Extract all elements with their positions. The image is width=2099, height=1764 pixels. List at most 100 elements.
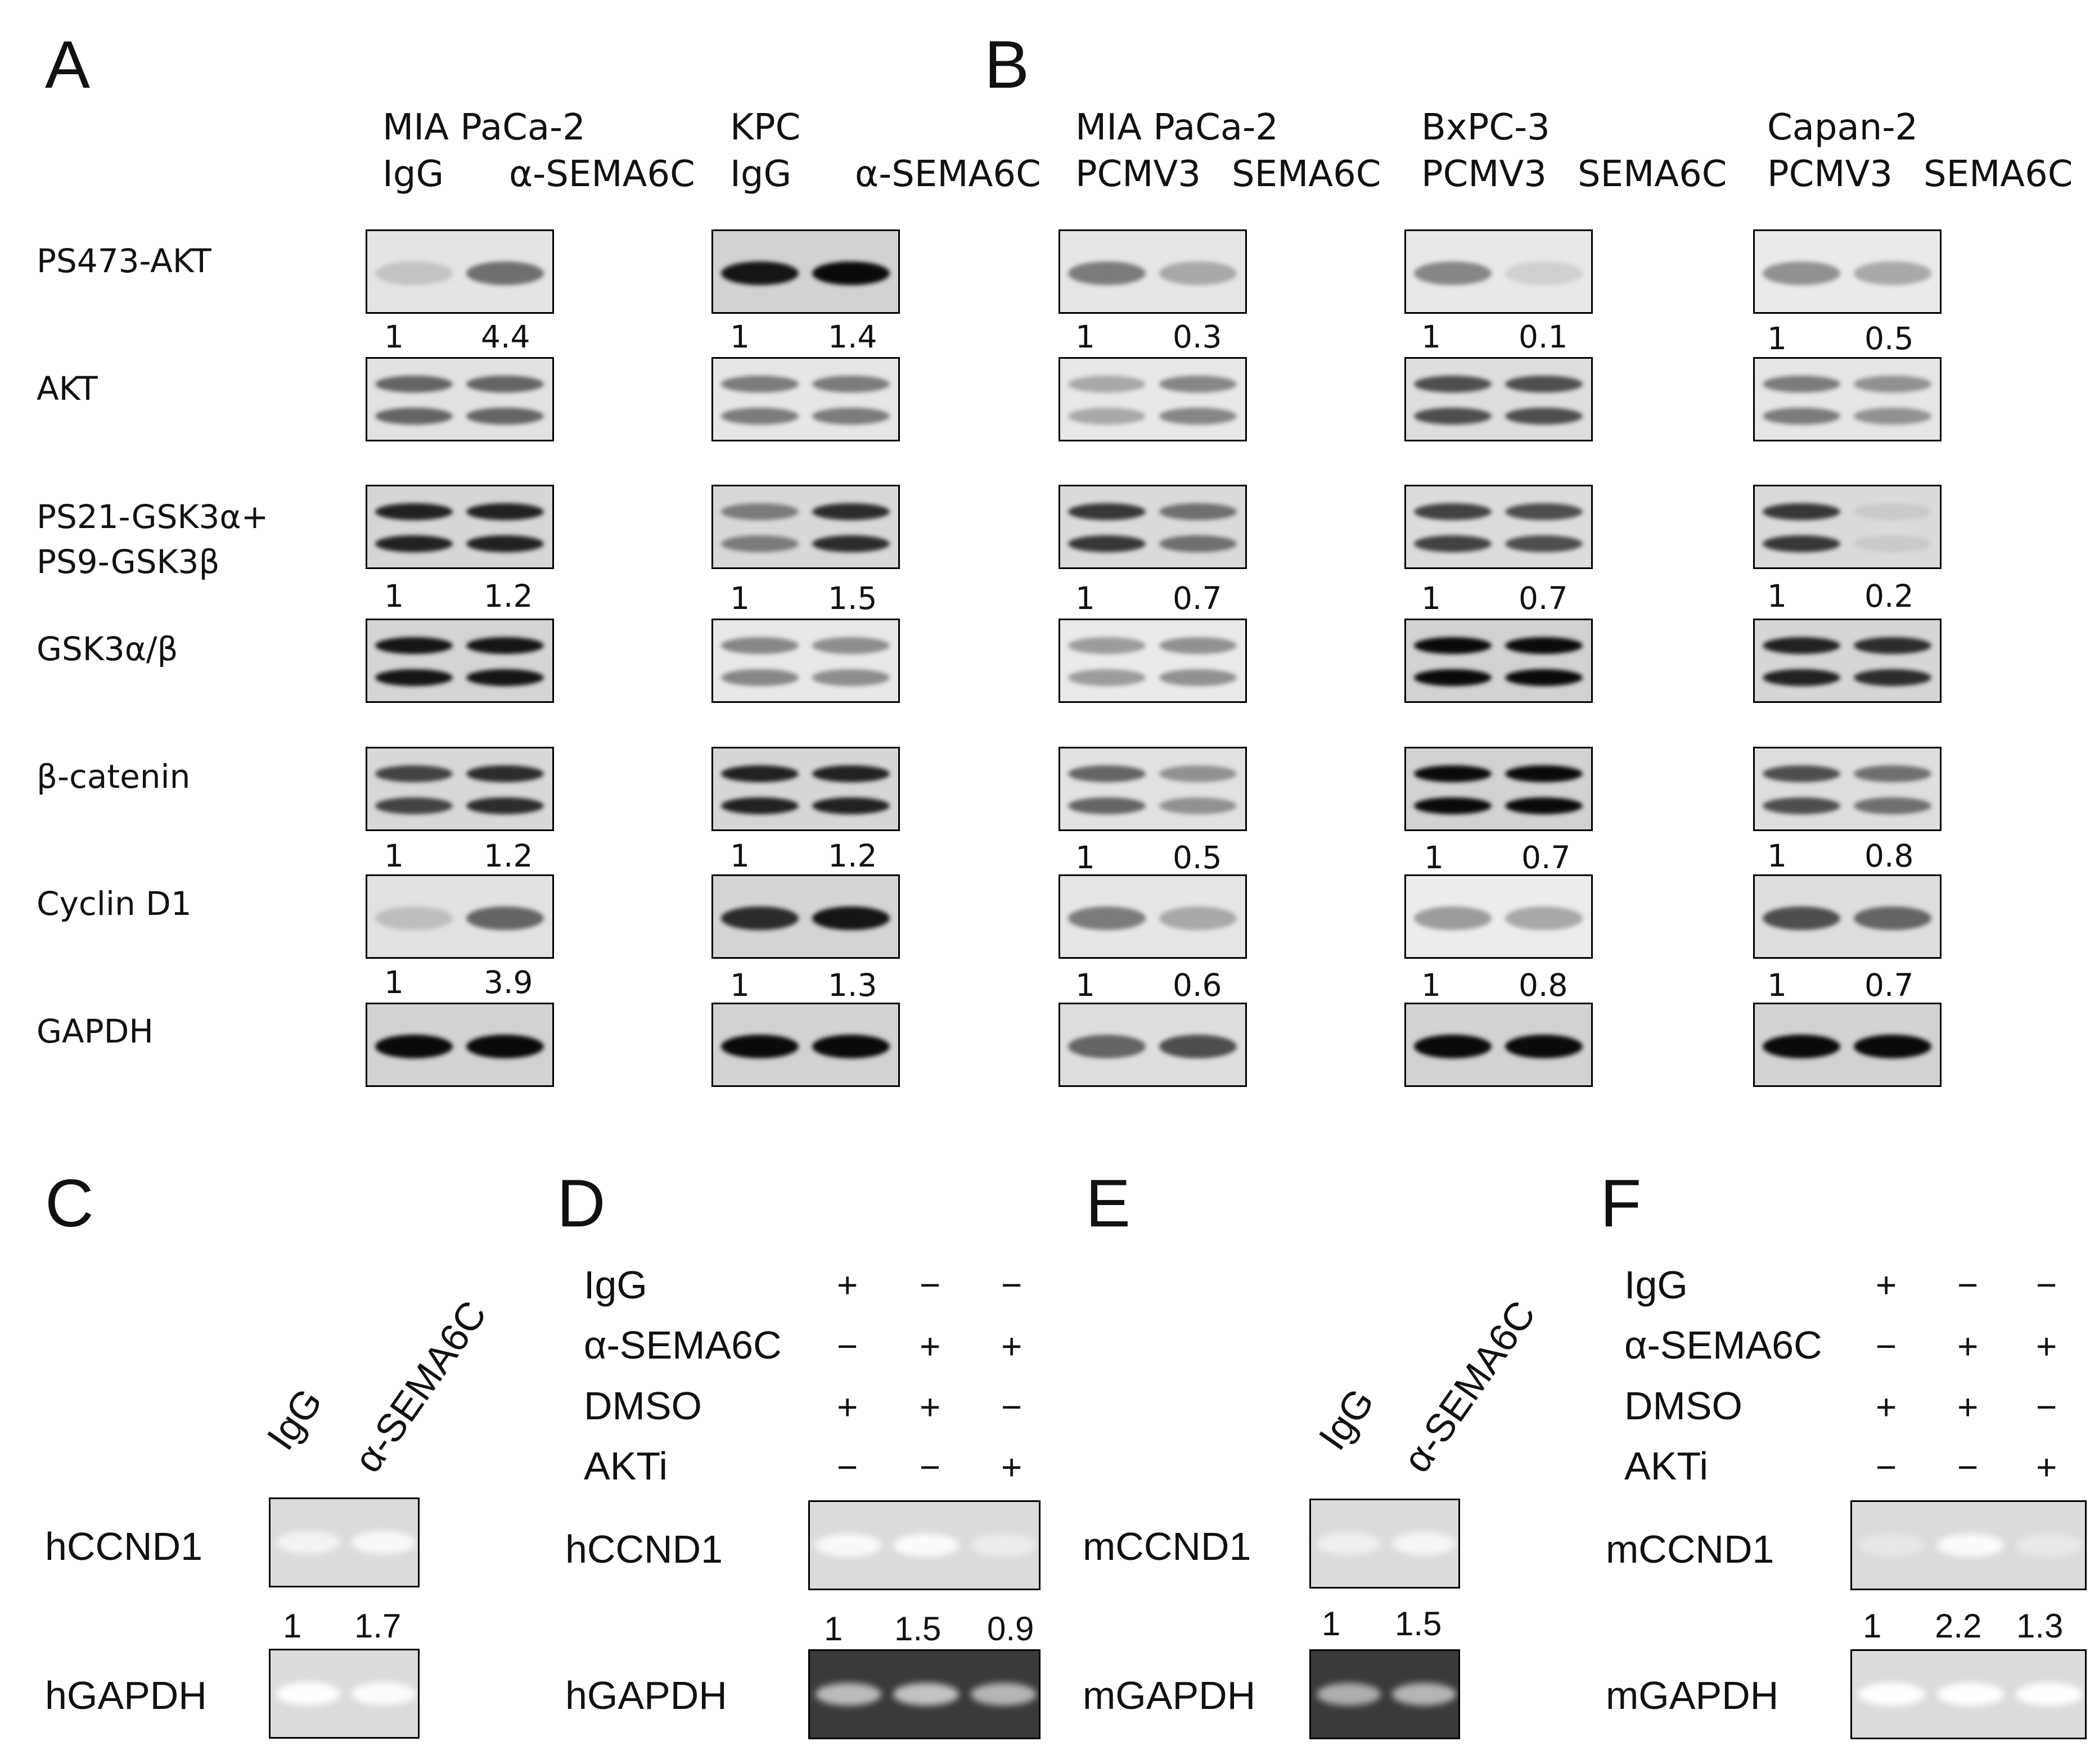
band	[816, 1533, 882, 1557]
panel-d-sign-3-2: +	[1001, 1447, 1023, 1487]
band	[1068, 765, 1146, 782]
band	[721, 765, 799, 782]
band	[1763, 408, 1840, 425]
band	[375, 261, 453, 285]
band	[721, 797, 799, 814]
band	[1763, 765, 1840, 782]
band	[466, 376, 544, 392]
quant-r5-capan2-1: 1	[1767, 838, 1787, 874]
panel-e-quant-1: 1	[1322, 1605, 1341, 1643]
panel-f-sign-2-1: +	[1957, 1387, 1979, 1427]
band	[375, 906, 453, 930]
panel-f-sign-1-2: +	[2036, 1326, 2057, 1366]
quant-r3-capan2-2: 0.2	[1864, 578, 1914, 614]
band	[812, 765, 890, 782]
band	[1854, 906, 1931, 930]
panel-f-cond-akti: AKTi	[1624, 1444, 1709, 1488]
band	[1505, 1035, 1583, 1058]
band	[1159, 906, 1237, 930]
band	[1936, 1682, 2004, 1706]
band	[721, 376, 799, 392]
band	[1936, 1533, 2004, 1557]
band	[375, 1035, 453, 1058]
gel-e-target	[1309, 1499, 1460, 1589]
panel-d-sign-1-0: −	[837, 1326, 858, 1366]
band	[812, 669, 890, 686]
band	[1854, 503, 1931, 520]
header-capan2-pcmv3: PCMV3	[1767, 154, 1893, 195]
quant-r3-kpc-1: 1	[730, 580, 750, 616]
band	[1414, 261, 1492, 285]
quant-r3-mia-a-1: 1	[384, 578, 404, 614]
blot-r3-mia-paca2-b	[1058, 485, 1247, 569]
band	[1159, 637, 1237, 654]
band	[1858, 1533, 1925, 1557]
band	[352, 1682, 416, 1705]
band	[1068, 906, 1146, 930]
band	[1068, 503, 1146, 520]
band	[276, 1531, 340, 1554]
header-capan2-sema6c: SEMA6C	[1924, 154, 2073, 195]
band	[375, 376, 453, 392]
blot-r7-mia-paca2-a	[366, 1003, 554, 1087]
header-mia-a-anti: α-SEMA6C	[509, 154, 695, 195]
band	[1159, 797, 1237, 814]
row-label-ps9-gsk3b: PS9-GSK3β	[37, 543, 220, 581]
band	[1763, 637, 1840, 654]
band	[1068, 376, 1146, 392]
blot-r6-bxpc3	[1404, 874, 1593, 959]
band	[1854, 637, 1931, 654]
panel-f-cond-igg: IgG	[1624, 1263, 1688, 1307]
blot-r5-capan2	[1753, 747, 1942, 831]
blot-r5-mia-paca2-a	[366, 747, 554, 831]
row-label-ps473-akt: PS473-AKT	[37, 242, 211, 280]
blot-r1-mia-paca2-b	[1058, 229, 1247, 314]
blot-r2-capan2	[1753, 357, 1942, 441]
panel-f-sign-3-2: +	[2036, 1447, 2057, 1487]
panel-e-target-label: mCCND1	[1083, 1524, 1251, 1568]
quant-r5-bxpc3-2: 0.7	[1521, 840, 1571, 876]
blot-r7-bxpc3	[1404, 1003, 1593, 1087]
band	[466, 765, 544, 782]
band	[721, 503, 799, 520]
band	[721, 906, 799, 930]
blot-r2-mia-paca2-a	[366, 357, 554, 441]
band	[1505, 637, 1583, 654]
blot-r3-kpc	[711, 485, 900, 569]
band	[1414, 906, 1492, 930]
panel-f-cond-dmso: DMSO	[1624, 1384, 1742, 1428]
quant-r1-bxpc3-2: 0.1	[1519, 319, 1568, 355]
gel-c-control	[269, 1649, 420, 1739]
panel-f-sign-1-1: +	[1957, 1326, 1979, 1366]
gel-e-control	[1309, 1649, 1460, 1739]
band	[1763, 1035, 1840, 1058]
band	[1763, 797, 1840, 814]
row-label-cyclin-d1: Cyclin D1	[37, 885, 192, 923]
band	[466, 261, 544, 285]
blot-r4-kpc	[711, 619, 900, 703]
band	[1159, 1035, 1237, 1058]
band	[1317, 1682, 1381, 1706]
quant-r1-mia-a-1: 1	[384, 319, 404, 355]
panel-f-sign-0-2: −	[2036, 1265, 2057, 1305]
band	[1854, 765, 1931, 782]
quant-r1-mia-a-2: 4.4	[481, 319, 530, 355]
band	[816, 1682, 882, 1706]
quant-r3-kpc-2: 1.5	[828, 580, 877, 616]
quant-r1-bxpc3-1: 1	[1421, 319, 1441, 355]
blot-r7-capan2	[1753, 1003, 1942, 1087]
blot-r5-kpc	[711, 747, 900, 831]
blot-r6-capan2	[1753, 874, 1942, 959]
band	[1159, 376, 1237, 392]
band	[375, 408, 453, 425]
header-bxpc3-pcmv3: PCMV3	[1421, 154, 1547, 195]
band	[1159, 765, 1237, 782]
band	[1068, 669, 1146, 686]
panel-e-lane-anti: α-SEMA6C	[1394, 1293, 1544, 1481]
quant-r6-bxpc3-2: 0.8	[1519, 967, 1568, 1003]
panel-d-sign-1-2: +	[1001, 1326, 1023, 1366]
panel-f-sign-0-1: −	[1957, 1265, 1979, 1305]
band	[1858, 1682, 1925, 1706]
band	[721, 1035, 799, 1058]
